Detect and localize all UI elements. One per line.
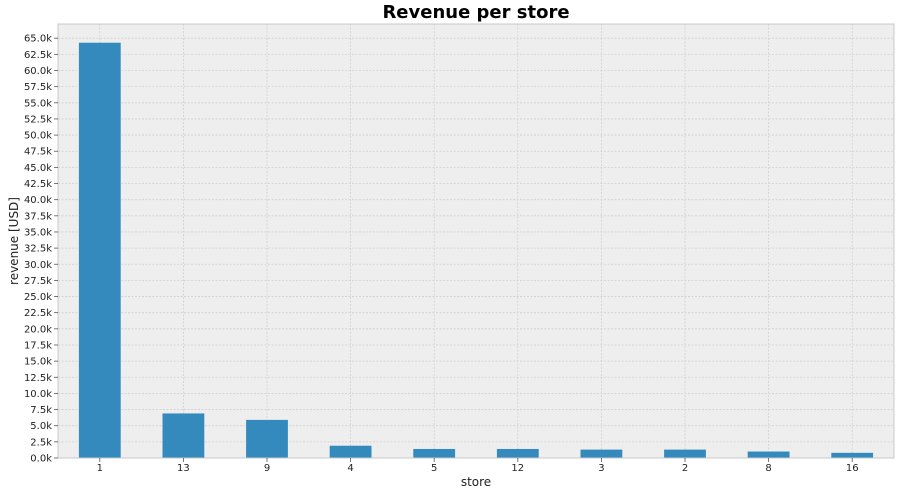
y-tick-label: 22.5k	[24, 308, 52, 319]
y-tick-label: 10.0k	[24, 389, 52, 400]
plot-area	[58, 24, 894, 458]
chart-title: Revenue per store	[382, 2, 569, 23]
x-axis-ticks: 1 13 9 4 5 12 3 2 8 16	[97, 458, 859, 474]
y-tick-label: 32.5k	[24, 244, 52, 255]
y-tick-label: 57.5k	[24, 82, 52, 93]
y-tick-label: 60.0k	[24, 66, 52, 77]
x-tick-label: 16	[846, 463, 859, 474]
y-tick-label: 2.5k	[30, 437, 52, 448]
x-tick-label: 1	[97, 463, 103, 474]
y-tick-label: 17.5k	[24, 340, 52, 351]
bar-store-4	[329, 445, 372, 458]
y-tick-label: 37.5k	[24, 211, 52, 222]
grid-lines	[58, 24, 894, 459]
y-axis-label: revenue [USD]	[7, 197, 21, 285]
y-tick-label: 25.0k	[24, 292, 52, 303]
y-tick-label: 7.5k	[30, 405, 52, 416]
x-tick-label: 8	[765, 463, 771, 474]
y-tick-label: 0.0k	[30, 454, 52, 465]
x-tick-label: 2	[682, 463, 688, 474]
bar-store-9	[246, 419, 288, 458]
y-tick-label: 12.5k	[24, 373, 52, 384]
bar-store-5	[413, 448, 456, 458]
y-tick-label: 5.0k	[30, 421, 52, 432]
bar-store-3	[580, 449, 623, 458]
bar-store-13	[162, 413, 205, 458]
y-tick-label: 40.0k	[24, 195, 52, 206]
bar-store-12	[496, 448, 539, 458]
bars	[78, 42, 874, 459]
y-tick-label: 65.0k	[24, 34, 52, 45]
x-tick-label: 4	[347, 463, 353, 474]
y-tick-label: 52.5k	[24, 114, 52, 125]
y-tick-label: 62.5k	[24, 50, 52, 61]
y-tick-label: 27.5k	[24, 276, 52, 287]
y-tick-label: 55.0k	[24, 98, 52, 109]
plot-frame	[57, 23, 895, 459]
y-axis-ticks: 0.0k 2.5k 5.0k 7.5k 10.0k 12.5k 15.0k 17.5k 20.0…	[24, 34, 58, 465]
bar-store-16	[831, 452, 874, 458]
bar-store-8	[747, 451, 790, 458]
x-axis-label: store	[461, 475, 491, 489]
y-tick-label: 45.0k	[24, 163, 52, 174]
x-tick-label: 9	[264, 463, 270, 474]
y-tick-label: 20.0k	[24, 324, 52, 335]
x-tick-label: 12	[511, 463, 524, 474]
bar-store-1	[78, 42, 121, 459]
y-tick-label: 30.0k	[24, 260, 52, 271]
y-tick-label: 35.0k	[24, 227, 52, 238]
y-tick-label: 15.0k	[24, 357, 52, 368]
bar-store-2	[664, 449, 706, 458]
x-tick-label: 3	[598, 463, 604, 474]
y-tick-label: 42.5k	[24, 179, 52, 190]
y-tick-label: 47.5k	[24, 147, 52, 158]
x-tick-label: 5	[431, 463, 437, 474]
x-tick-label: 13	[177, 463, 190, 474]
y-tick-label: 50.0k	[24, 131, 52, 142]
